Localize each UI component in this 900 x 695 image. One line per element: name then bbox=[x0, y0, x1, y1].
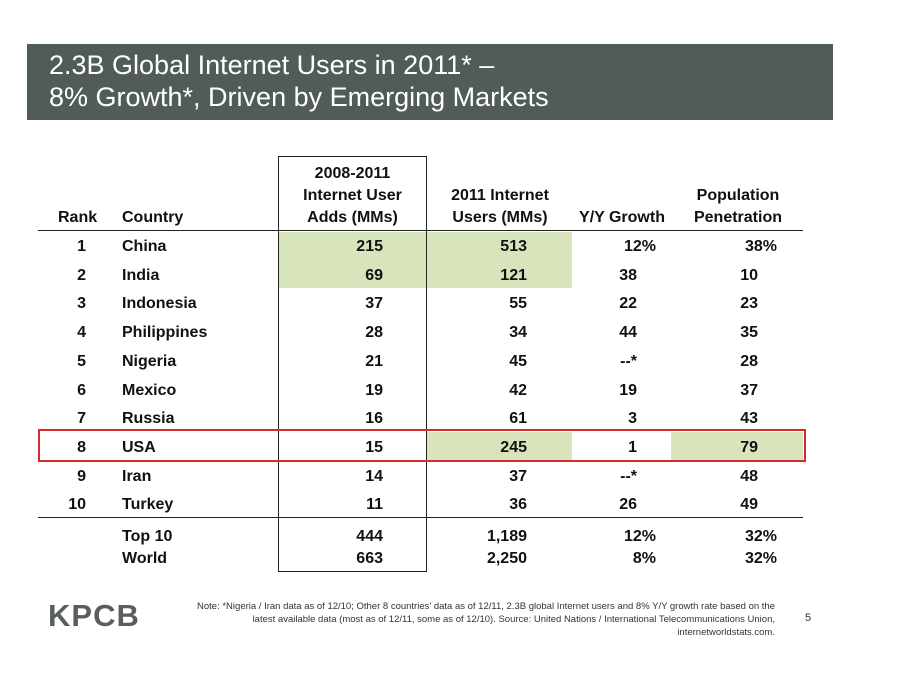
footnote-line-3: internetworldstats.com. bbox=[677, 627, 775, 638]
row-growth: 22 bbox=[619, 295, 637, 312]
row-users: 61 bbox=[509, 410, 527, 427]
row-users: 513 bbox=[500, 238, 527, 255]
row-country: Russia bbox=[122, 410, 175, 427]
highlight-china-adds bbox=[278, 232, 427, 260]
highlight-usa-users bbox=[427, 432, 572, 460]
totals-growth: 8% bbox=[632, 550, 656, 567]
row-penetration: 43 bbox=[740, 410, 758, 427]
row-rank: 5 bbox=[77, 353, 86, 370]
totals-label: World bbox=[122, 550, 168, 567]
row-users: 36 bbox=[509, 496, 527, 513]
header-country: Country bbox=[122, 209, 184, 226]
row-country: Indonesia bbox=[122, 295, 197, 312]
totals-users: 1,189 bbox=[486, 528, 527, 545]
row-adds: 16 bbox=[365, 410, 383, 427]
row-rank: 3 bbox=[77, 295, 86, 312]
row-users: 45 bbox=[509, 353, 527, 370]
totals-label: Top 10 bbox=[122, 528, 173, 545]
row-adds: 21 bbox=[365, 353, 383, 370]
row-adds: 28 bbox=[365, 324, 383, 341]
footnote: Note: *Nigeria / Iran data as of 12/10; … bbox=[150, 600, 775, 639]
row-rank: 10 bbox=[68, 496, 86, 513]
header-rank: Rank bbox=[58, 209, 98, 226]
row-rank: 9 bbox=[77, 468, 86, 485]
page-number: 5 bbox=[805, 612, 812, 624]
row-growth: --* bbox=[620, 353, 637, 370]
row-penetration: 38% bbox=[744, 238, 777, 255]
header-growth: Y/Y Growth bbox=[579, 209, 665, 226]
totals-users: 2,250 bbox=[486, 550, 527, 567]
row-penetration: 10 bbox=[740, 267, 758, 284]
row-penetration: 37 bbox=[740, 382, 758, 399]
slide-title-line-1: 2.3B Global Internet Users in 2011* – bbox=[49, 50, 495, 80]
totals-rule bbox=[38, 517, 803, 518]
header-penetration-line-1: Population bbox=[696, 187, 780, 204]
row-growth: 44 bbox=[619, 324, 637, 341]
row-users: 55 bbox=[509, 295, 527, 312]
kpcb-logo: KPCB bbox=[48, 598, 140, 633]
row-rank: 1 bbox=[77, 238, 86, 255]
row-adds: 19 bbox=[365, 382, 383, 399]
row-adds: 37 bbox=[365, 295, 383, 312]
header-users-line-2: Users (MMs) bbox=[452, 209, 548, 226]
highlight-china-users bbox=[427, 232, 572, 260]
row-country: Iran bbox=[122, 468, 152, 485]
totals-penetration: 32% bbox=[744, 550, 777, 567]
header-users-line-1: 2011 Internet bbox=[451, 187, 549, 204]
totals-growth: 12% bbox=[623, 528, 656, 545]
row-growth: --* bbox=[620, 468, 637, 485]
row-rank: 7 bbox=[77, 410, 86, 427]
row-country: Nigeria bbox=[122, 353, 177, 370]
highlight-usa-penetration bbox=[671, 432, 803, 460]
row-growth: 1 bbox=[628, 439, 637, 456]
row-users: 34 bbox=[509, 324, 527, 341]
totals-adds: 663 bbox=[356, 550, 383, 567]
row-growth: 38 bbox=[619, 267, 637, 284]
row-users: 245 bbox=[500, 439, 527, 456]
row-penetration: 28 bbox=[740, 353, 758, 370]
usa-row-outline bbox=[38, 429, 806, 462]
row-country: Mexico bbox=[122, 382, 177, 399]
row-penetration: 79 bbox=[740, 439, 758, 456]
row-users: 37 bbox=[509, 468, 527, 485]
row-rank: 8 bbox=[77, 439, 86, 456]
row-country: China bbox=[122, 238, 167, 255]
row-adds: 215 bbox=[356, 238, 383, 255]
row-adds: 11 bbox=[366, 496, 383, 513]
header-rule bbox=[38, 230, 803, 231]
header-adds-line-2: Internet User bbox=[303, 187, 402, 204]
row-rank: 2 bbox=[77, 267, 86, 284]
slide-title-line-2: 8% Growth*, Driven by Emerging Markets bbox=[49, 82, 549, 112]
row-rank: 4 bbox=[77, 324, 86, 341]
row-growth: 19 bbox=[619, 382, 637, 399]
footnote-line-2: latest available data (most as of 12/11,… bbox=[252, 614, 775, 625]
highlight-india-adds bbox=[278, 260, 427, 288]
row-adds: 14 bbox=[365, 468, 383, 485]
row-users: 42 bbox=[509, 382, 527, 399]
row-country: India bbox=[122, 267, 160, 284]
row-penetration: 48 bbox=[740, 468, 758, 485]
row-adds: 69 bbox=[365, 267, 383, 284]
row-penetration: 35 bbox=[740, 324, 758, 341]
row-adds: 15 bbox=[365, 439, 383, 456]
highlight-india-users bbox=[427, 260, 572, 288]
row-penetration: 23 bbox=[740, 295, 758, 312]
row-country: Turkey bbox=[122, 496, 174, 513]
footnote-line-1: Note: *Nigeria / Iran data as of 12/10; … bbox=[197, 601, 775, 612]
row-growth: 12% bbox=[623, 238, 656, 255]
adds-column-box bbox=[278, 156, 427, 572]
row-rank: 6 bbox=[77, 382, 86, 399]
header-penetration-line-2: Penetration bbox=[693, 209, 782, 226]
row-users: 121 bbox=[500, 267, 527, 284]
totals-adds: 444 bbox=[356, 528, 383, 545]
row-growth: 3 bbox=[628, 410, 637, 427]
totals-penetration: 32% bbox=[744, 528, 777, 545]
title-bar: 2.3B Global Internet Users in 2011* – 8%… bbox=[27, 44, 833, 120]
row-growth: 26 bbox=[619, 496, 637, 513]
row-penetration: 49 bbox=[740, 496, 758, 513]
header-adds-line-3: Adds (MMs) bbox=[307, 209, 398, 226]
header-adds-line-1: 2008-2011 bbox=[314, 165, 391, 182]
row-country: USA bbox=[122, 439, 156, 456]
row-country: Philippines bbox=[122, 324, 208, 341]
